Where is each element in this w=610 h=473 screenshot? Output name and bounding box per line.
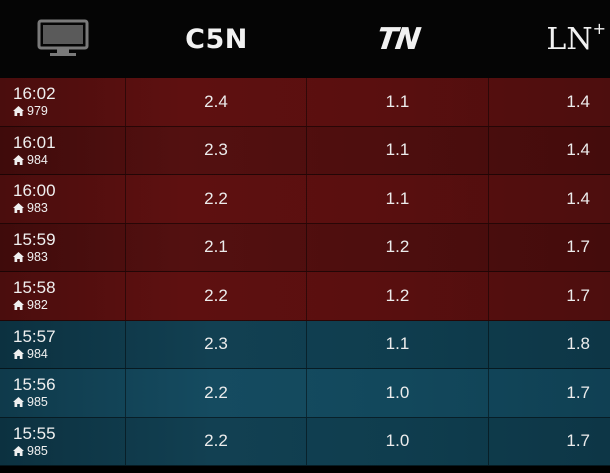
time-label: 15:55 — [13, 423, 56, 443]
tn-logo: TN — [374, 21, 422, 57]
rating-c5n: 2.1 — [126, 223, 307, 271]
rating-ln: 1.7 — [566, 382, 590, 402]
time-cell: 15:58 982 — [0, 272, 126, 320]
rating-c5n: 2.2 — [126, 175, 307, 223]
time-cell: 15:57 984 — [0, 320, 126, 368]
table-row: 15:59 983 2.1 1.2 1.7 — [0, 223, 610, 272]
viewer-count-value: 985 — [27, 443, 48, 458]
table-row: 16:00 983 2.2 1.1 1.4 — [0, 175, 610, 224]
c5n-logo: C5N — [185, 23, 248, 55]
table-row: 15:55 985 2.2 1.0 1.7 — [0, 417, 610, 466]
time-cell: 16:02 979 — [0, 78, 126, 126]
time-label: 16:02 — [13, 84, 56, 104]
home-icon — [13, 251, 24, 262]
rating-ln: 1.7 — [566, 237, 590, 257]
viewer-count: 979 — [13, 104, 48, 118]
rating-c5n: 2.2 — [126, 369, 307, 417]
rating-tn: 1.0 — [307, 417, 489, 465]
viewer-count: 983 — [13, 250, 48, 264]
rating-tn: 1.2 — [307, 272, 489, 320]
viewer-count-value: 984 — [27, 346, 48, 361]
rating-c5n: 2.3 — [126, 126, 307, 174]
time-label: 16:01 — [13, 132, 56, 152]
rating-ln: 1.4 — [566, 91, 590, 111]
time-cell: 15:55 985 — [0, 417, 126, 465]
rating-tn: 1.2 — [307, 223, 489, 271]
home-icon — [13, 445, 24, 456]
viewer-count-value: 982 — [27, 298, 48, 313]
viewer-count: 982 — [13, 298, 48, 312]
viewer-count-value: 983 — [27, 249, 48, 264]
home-icon — [13, 154, 24, 165]
channel-header-tn: TN — [307, 0, 489, 78]
rating-c5n: 2.4 — [126, 78, 307, 126]
rating-c5n: 2.2 — [126, 417, 307, 465]
rating-tn: 1.1 — [307, 78, 489, 126]
viewer-count: 984 — [13, 153, 48, 167]
table-row: 15:58 982 2.2 1.2 1.7 — [0, 272, 610, 321]
table-row: 16:01 984 2.3 1.1 1.4 — [0, 126, 610, 175]
rating-tn: 1.0 — [307, 369, 489, 417]
viewer-count-value: 984 — [27, 152, 48, 167]
time-label: 15:59 — [13, 229, 56, 249]
rating-ln: 1.8 — [566, 334, 590, 354]
channel-header: C5N TN LN+ — [0, 0, 610, 78]
home-icon — [13, 397, 24, 408]
rating-c5n: 2.3 — [126, 320, 307, 368]
time-label: 15:57 — [13, 326, 56, 346]
table-row: 16:02 979 2.4 1.1 1.4 — [0, 78, 610, 127]
table-row: 15:56 985 2.2 1.0 1.7 — [0, 369, 610, 418]
viewer-count: 985 — [13, 444, 48, 458]
monitor-icon — [0, 0, 126, 78]
rating-tn: 1.1 — [307, 126, 489, 174]
rating-ln: 1.7 — [566, 431, 590, 451]
rating-ln: 1.4 — [566, 140, 590, 160]
rating-c5n: 2.2 — [126, 272, 307, 320]
rating-tn: 1.1 — [307, 320, 489, 368]
home-icon — [13, 300, 24, 311]
time-cell: 16:01 984 — [0, 126, 126, 174]
viewer-count: 983 — [13, 201, 48, 215]
channel-header-c5n: C5N — [126, 0, 307, 78]
ln-logo: LN+ — [546, 18, 606, 57]
home-icon — [13, 106, 24, 117]
time-cell: 15:59 983 — [0, 223, 126, 271]
ratings-table: 16:02 979 2.4 1.1 1.4 16:01 984 2.3 1.1 1.4 16:00 9… — [0, 78, 610, 466]
rating-ln: 1.7 — [566, 285, 590, 305]
time-cell: 15:56 985 — [0, 369, 126, 417]
time-cell: 16:00 983 — [0, 175, 126, 223]
rating-tn: 1.1 — [307, 175, 489, 223]
viewer-count: 984 — [13, 347, 48, 361]
home-icon — [13, 203, 24, 214]
time-label: 16:00 — [13, 181, 56, 201]
viewer-count: 985 — [13, 395, 48, 409]
rating-ln: 1.4 — [566, 188, 590, 208]
viewer-count-value: 985 — [27, 395, 48, 410]
time-label: 15:58 — [13, 278, 56, 298]
time-label: 15:56 — [13, 375, 56, 395]
channel-header-ln: LN+ — [489, 0, 610, 78]
viewer-count-value: 983 — [27, 201, 48, 216]
table-row: 15:57 984 2.3 1.1 1.8 — [0, 320, 610, 369]
home-icon — [13, 348, 24, 359]
viewer-count-value: 979 — [27, 104, 48, 119]
